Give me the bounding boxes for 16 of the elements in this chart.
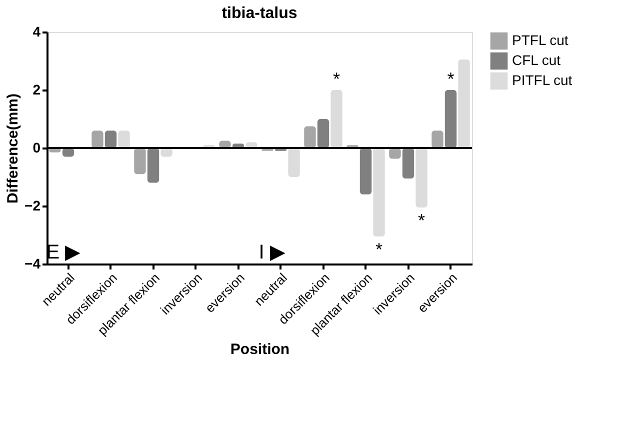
legend-label: PTFL cut	[512, 32, 568, 48]
annotation: *	[376, 239, 383, 260]
x-axis-title: Position	[230, 340, 290, 358]
chart-title: tibia-talus	[222, 5, 298, 22]
y-tick-label: −2	[24, 198, 41, 214]
y-tick-label: 2	[32, 82, 41, 98]
legend-label: PITFL cut	[512, 72, 572, 88]
annotation: *	[333, 69, 340, 89]
annotation: I ▶	[258, 241, 286, 264]
annotation: *	[418, 210, 426, 230]
legend-label: CFL cut	[512, 52, 561, 68]
y-axis-title: Difference(mm)	[4, 93, 22, 204]
y-tick-label: −4	[24, 256, 41, 272]
y-tick-label: 0	[32, 140, 41, 156]
annotation: *	[447, 69, 454, 89]
y-tick-label: 4	[32, 24, 41, 40]
